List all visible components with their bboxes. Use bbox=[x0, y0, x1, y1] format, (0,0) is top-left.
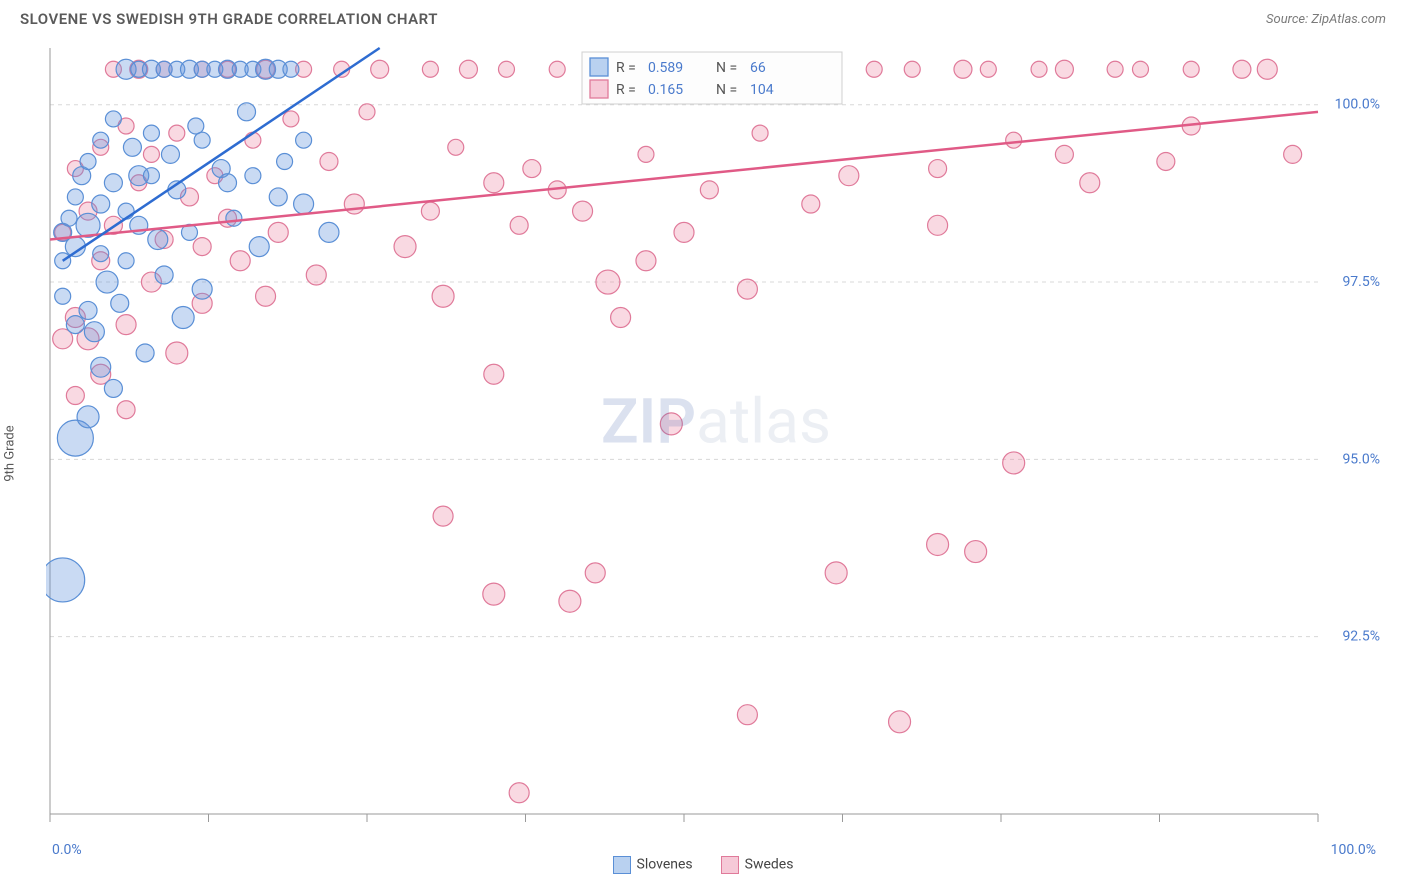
svg-text:66: 66 bbox=[750, 60, 766, 76]
legend-item-swedes: Swedes bbox=[721, 856, 794, 874]
svg-text:R =: R = bbox=[616, 60, 636, 76]
legend-swatch-pink bbox=[721, 856, 739, 874]
legend-swatch-blue bbox=[613, 856, 631, 874]
legend-item-slovenes: Slovenes bbox=[613, 856, 693, 874]
svg-text:95.0%: 95.0% bbox=[1342, 451, 1380, 467]
source-label: Source: ZipAtlas.com bbox=[1266, 12, 1386, 27]
y-axis-label: 9th Grade bbox=[3, 425, 18, 481]
chart-area: 92.5% 95.0% 97.5% 100.0% R = 0.589 N = 66 R = 0.1… bbox=[46, 44, 1386, 832]
svg-text:0.589: 0.589 bbox=[648, 60, 683, 76]
svg-text:R =: R = bbox=[616, 82, 636, 98]
svg-text:92.5%: 92.5% bbox=[1342, 629, 1380, 645]
bottom-legend: Slovenes Swedes bbox=[0, 856, 1406, 874]
svg-text:100.0%: 100.0% bbox=[1335, 97, 1380, 113]
scatter-plot: 92.5% 95.0% 97.5% 100.0% R = 0.589 N = 66 R = 0.1… bbox=[46, 44, 1386, 832]
svg-text:97.5%: 97.5% bbox=[1342, 274, 1380, 290]
svg-text:0.165: 0.165 bbox=[648, 82, 683, 98]
svg-text:N =: N = bbox=[716, 60, 737, 76]
svg-text:104: 104 bbox=[750, 82, 774, 98]
svg-text:N =: N = bbox=[716, 82, 737, 98]
chart-title: SLOVENE VS SWEDISH 9TH GRADE CORRELATION… bbox=[20, 10, 438, 28]
